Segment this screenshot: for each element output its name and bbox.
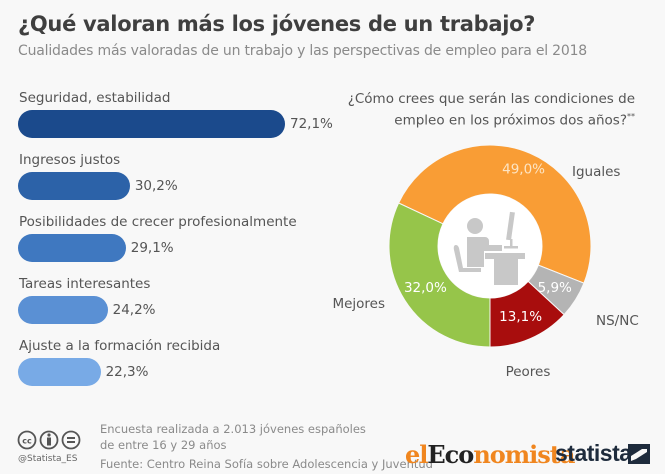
bar-row: Ajuste a la formación recibida 22,3% xyxy=(18,338,348,400)
eleconomista-logo[interactable]: elEconomista xyxy=(405,440,575,469)
statista-logo[interactable]: statista xyxy=(555,440,632,466)
footer-notes: Encuesta realizada a 2.013 jóvenes españ… xyxy=(100,421,433,472)
bar-value-label: 29,1% xyxy=(130,240,174,256)
bar-row: Seguridad, estabilidad 72,1% xyxy=(18,90,348,152)
logo-part-eco: Eco xyxy=(427,440,474,469)
bar xyxy=(18,110,285,138)
donut-value-label: 5,9% xyxy=(538,280,572,296)
logo-part-nomista: nomista xyxy=(473,440,575,469)
bar-row: Posibilidades de crecer profesionalmente… xyxy=(18,214,348,276)
footnote-marker: ** xyxy=(627,112,635,121)
bar xyxy=(18,172,130,200)
donut-category-label: Mejores xyxy=(332,296,385,312)
statista-logo-mark-icon xyxy=(628,444,650,464)
bar xyxy=(18,234,126,262)
chart-title: ¿Qué valoran más los jóvenes de un traba… xyxy=(18,12,536,36)
bar-value-label: 22,3% xyxy=(105,364,149,380)
svg-text:cc: cc xyxy=(22,437,32,446)
bar xyxy=(18,296,108,324)
donut-value-label: 32,0% xyxy=(404,280,447,296)
donut-category-label: Iguales xyxy=(572,164,620,180)
chart-subtitle: Cualidades más valoradas de un trabajo y… xyxy=(18,43,588,59)
bar-value-label: 72,1% xyxy=(290,116,333,132)
bar-category-label: Ajuste a la formación recibida xyxy=(19,338,221,354)
survey-note-line2: de entre 16 y 29 años xyxy=(100,438,227,452)
donut-category-label: NS/NC xyxy=(596,313,639,329)
donut-chart: 49,0% Iguales 5,9% NS/NC 13,1% Peores 32,0% Mej… xyxy=(332,144,639,380)
donut-question: ¿Cómo crees que serán las condiciones de… xyxy=(330,90,635,130)
donut-question-text: ¿Cómo crees que serán las condiciones de… xyxy=(347,91,635,129)
bar-row: Tareas interesantes 24,2% xyxy=(18,276,348,338)
survey-note-line1: Encuesta realizada a 2.013 jóvenes españ… xyxy=(100,422,366,436)
donut-value-label: 49,0% xyxy=(502,161,545,177)
bar xyxy=(18,358,101,386)
bar-value-label: 24,2% xyxy=(112,302,156,318)
bar-row: Ingresos justos 30,2% xyxy=(18,152,348,214)
donut-category-label: Peores xyxy=(506,364,551,380)
bar-chart: Seguridad, estabilidad 72,1% Ingresos just… xyxy=(18,90,348,400)
cc-icon: cc xyxy=(17,430,37,450)
statista-handle: @Statista_ES xyxy=(18,454,78,464)
bar-category-label: Posibilidades de crecer profesionalmente xyxy=(19,214,297,230)
logo-part-el: el xyxy=(405,440,428,469)
attribution-icon xyxy=(39,430,59,450)
office-worker-icon xyxy=(453,211,525,285)
bar-value-label: 30,2% xyxy=(134,178,178,194)
bar-category-label: Tareas interesantes xyxy=(19,276,151,292)
bar-category-label: Ingresos justos xyxy=(19,152,121,168)
donut-value-label: 13,1% xyxy=(499,309,542,325)
no-derivatives-icon xyxy=(61,430,81,450)
license-icons: cc xyxy=(17,430,81,450)
source-note: Fuente: Centro Reina Sofía sobre Adolesc… xyxy=(100,457,433,471)
bar-category-label: Seguridad, estabilidad xyxy=(19,90,171,106)
